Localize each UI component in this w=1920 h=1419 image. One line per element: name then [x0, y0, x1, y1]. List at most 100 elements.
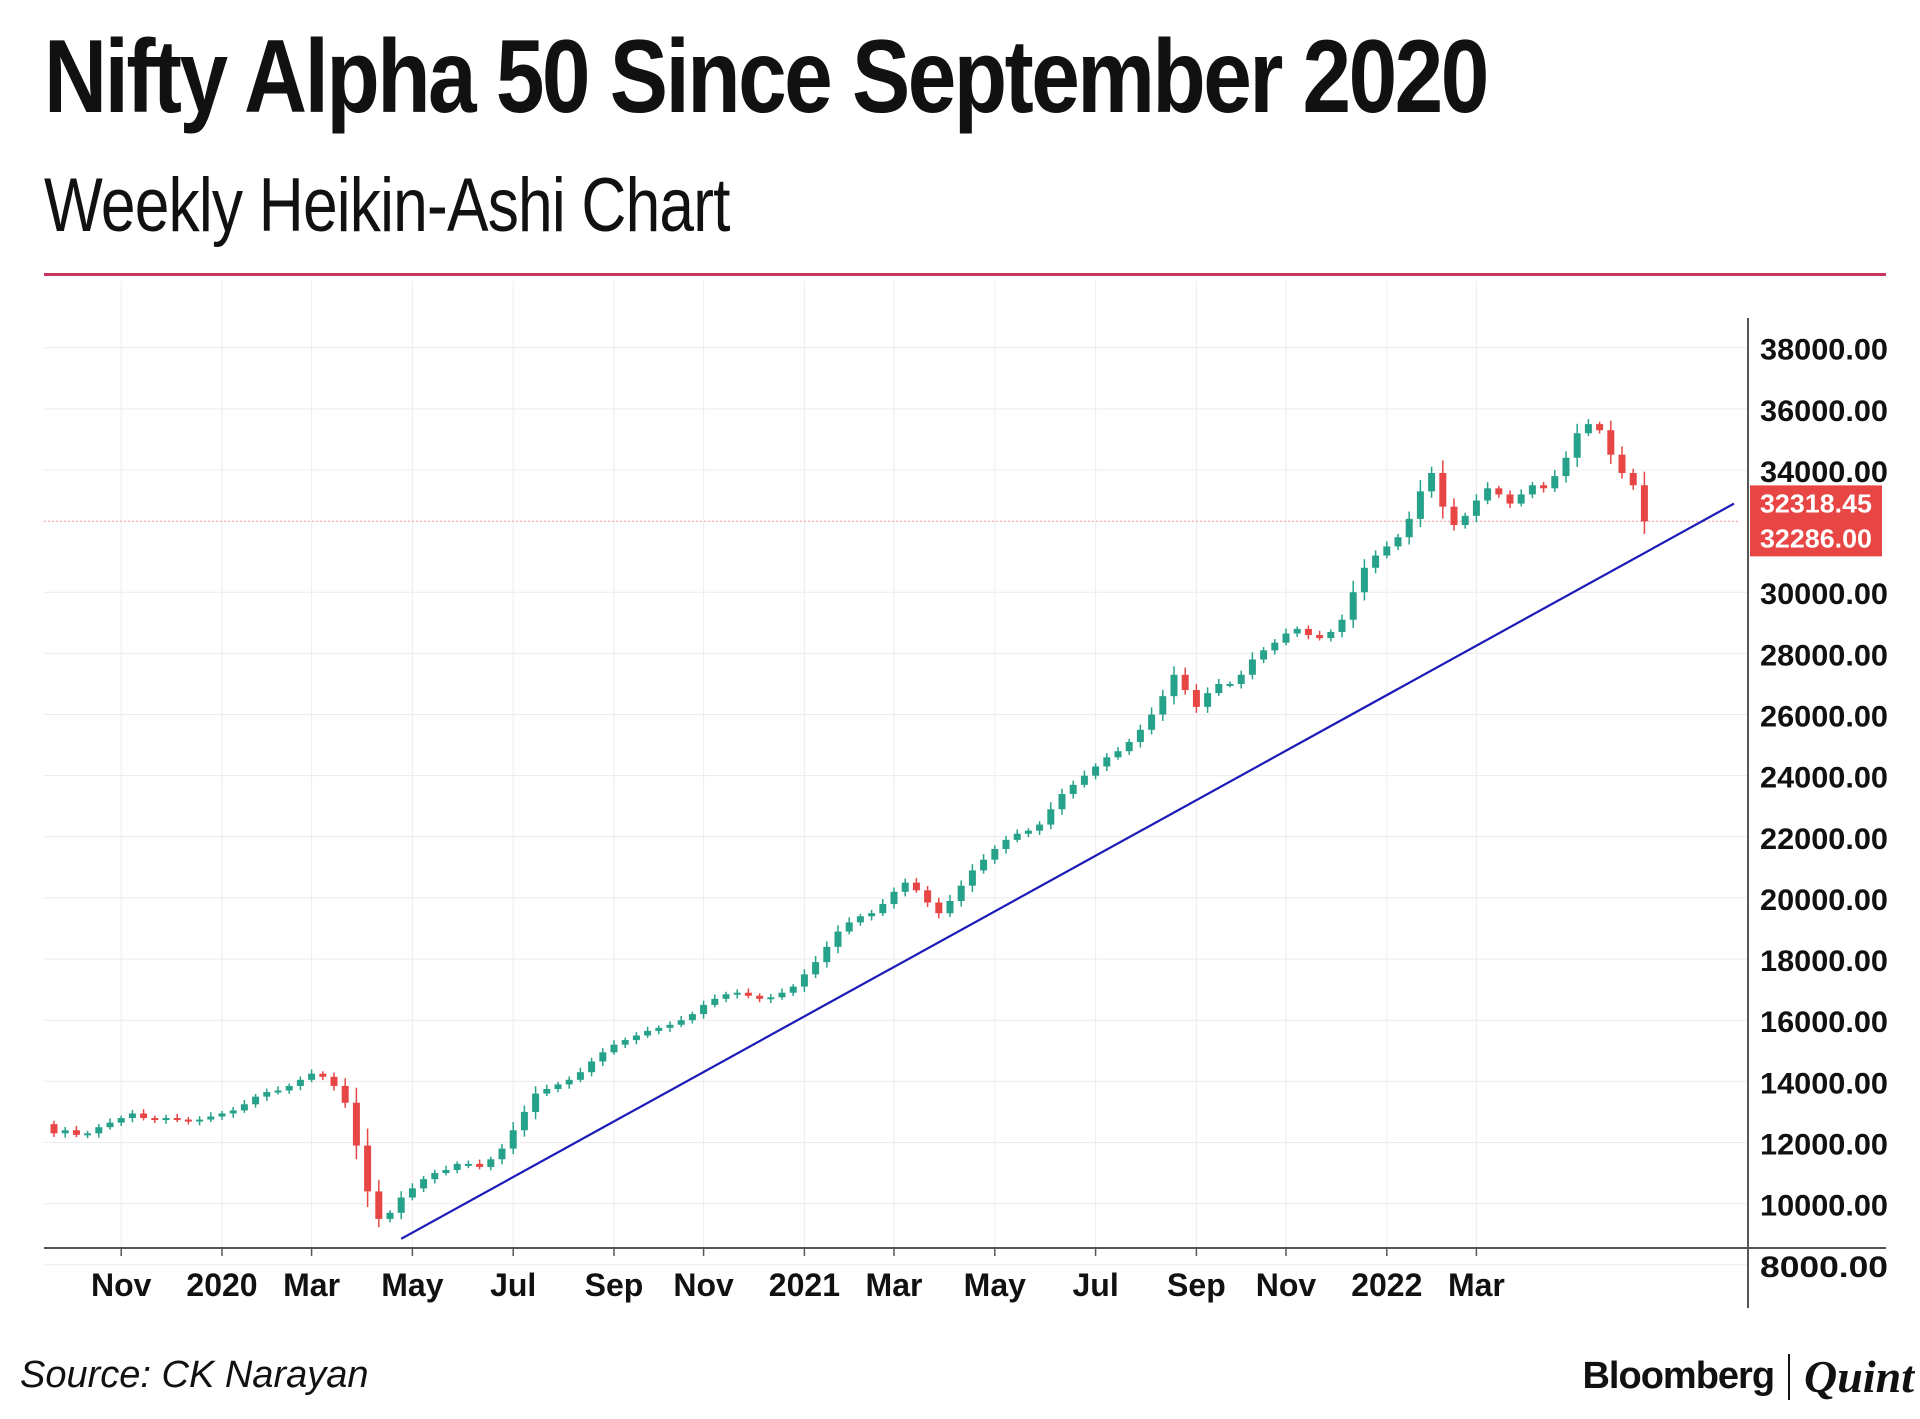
candle-up	[1114, 751, 1122, 758]
candle-up	[868, 913, 876, 917]
candle-up	[117, 1118, 125, 1123]
candle-up	[1260, 650, 1268, 660]
candle-up	[1484, 488, 1492, 501]
y-tick-label: 30000.00	[1760, 578, 1888, 611]
y-tick-label: 14000.00	[1760, 1067, 1888, 1100]
x-tick-label: Mar	[1448, 1267, 1505, 1303]
y-tick-label: 8000.00	[1760, 1251, 1888, 1284]
y-tick-label: 22000.00	[1760, 823, 1888, 856]
candle-up	[856, 916, 864, 923]
candle-down	[935, 902, 943, 914]
candle-up	[1338, 619, 1346, 632]
candle-up	[431, 1173, 439, 1180]
candle-up	[1159, 696, 1167, 715]
candle-up	[1472, 500, 1480, 516]
candle-up	[1036, 824, 1044, 831]
candle-up	[901, 882, 909, 892]
y-tick-label: 16000.00	[1760, 1006, 1888, 1039]
candle-up	[957, 885, 965, 901]
x-tick-label: Jul	[490, 1267, 536, 1303]
axes	[44, 318, 1886, 1308]
candle-down	[1629, 473, 1637, 486]
y-tick-label: 34000.00	[1760, 456, 1888, 489]
candle-up	[1248, 659, 1256, 675]
candle-up	[1069, 784, 1077, 794]
candle-down	[1596, 424, 1604, 431]
x-tick-label: 2022	[1351, 1267, 1422, 1303]
candle-up	[1002, 839, 1010, 850]
candle-up	[621, 1040, 629, 1045]
candle-down	[756, 995, 764, 999]
candle-down	[1181, 674, 1189, 691]
candle-up	[252, 1096, 260, 1105]
candle-up	[1148, 714, 1156, 730]
title-divider	[44, 273, 1886, 276]
candle-up	[1517, 494, 1525, 504]
candle-up	[408, 1188, 416, 1198]
candle-up	[711, 998, 719, 1005]
candle-up	[1271, 642, 1279, 651]
candle-up	[1327, 631, 1335, 639]
candle-up	[565, 1079, 573, 1085]
y-axis-ticks: 8000.00 10000.00 12000.00 14000.00 16000.00 1…	[1760, 334, 1888, 1284]
candle-up	[1360, 567, 1368, 593]
y-tick-label: 24000.00	[1760, 762, 1888, 795]
candle-up	[1394, 537, 1402, 547]
candle-up	[800, 974, 808, 987]
candle-down	[1495, 488, 1503, 495]
candle-down	[1316, 635, 1324, 639]
candle-down	[1439, 473, 1447, 507]
candle-up	[632, 1035, 640, 1041]
candle-up	[644, 1030, 652, 1036]
candle-up	[968, 870, 976, 886]
candle-down	[1506, 494, 1514, 504]
y-tick-label: 18000.00	[1760, 945, 1888, 978]
y-tick-label: 28000.00	[1760, 639, 1888, 672]
candle-down	[50, 1124, 58, 1134]
candle-down	[1192, 690, 1200, 707]
candle-up	[1416, 491, 1424, 519]
candle-down	[330, 1076, 338, 1086]
price-label-text: 32318.45	[1760, 488, 1872, 518]
candle-up	[1058, 794, 1066, 810]
candle-down	[924, 890, 932, 903]
candle-up	[1125, 742, 1133, 752]
candle-up	[442, 1170, 450, 1174]
candle-down	[352, 1102, 360, 1146]
candle-up	[453, 1163, 461, 1171]
y-tick-label: 20000.00	[1760, 884, 1888, 917]
candle-up	[196, 1119, 204, 1122]
price-label-box	[1750, 520, 1882, 557]
candle-up	[946, 900, 954, 914]
x-tick-label: Nov	[1256, 1267, 1317, 1303]
candle-up	[700, 1004, 708, 1015]
brand-quint: Quint	[1804, 1351, 1914, 1402]
candle-down	[364, 1145, 372, 1192]
candle-up	[991, 849, 999, 860]
y-tick-label: 36000.00	[1760, 395, 1888, 428]
candle-up	[1383, 546, 1391, 556]
candle-up	[308, 1073, 316, 1080]
candle-down	[1540, 485, 1548, 489]
candle-up	[1372, 555, 1380, 568]
price-labels: 32318.45 32286.00	[1750, 485, 1882, 557]
candle-down	[319, 1073, 327, 1077]
x-tick-label: 2021	[769, 1267, 840, 1303]
candle-up	[789, 986, 797, 993]
x-tick-label: Jul	[1072, 1267, 1118, 1303]
candle-up	[274, 1090, 282, 1093]
candle-up	[722, 994, 730, 999]
x-tick-label: Mar	[283, 1267, 340, 1303]
candle-up	[845, 922, 853, 932]
candle-up	[1349, 592, 1357, 620]
candle-up	[1237, 674, 1245, 684]
candle-up	[1047, 809, 1055, 825]
candle-up	[1428, 473, 1436, 492]
brand-separator	[1788, 1353, 1791, 1400]
candle-up	[240, 1104, 248, 1111]
candle-up	[778, 992, 786, 998]
candle-down	[1618, 454, 1626, 474]
support-trendline	[400, 502, 1735, 1240]
candle-up	[610, 1044, 618, 1053]
